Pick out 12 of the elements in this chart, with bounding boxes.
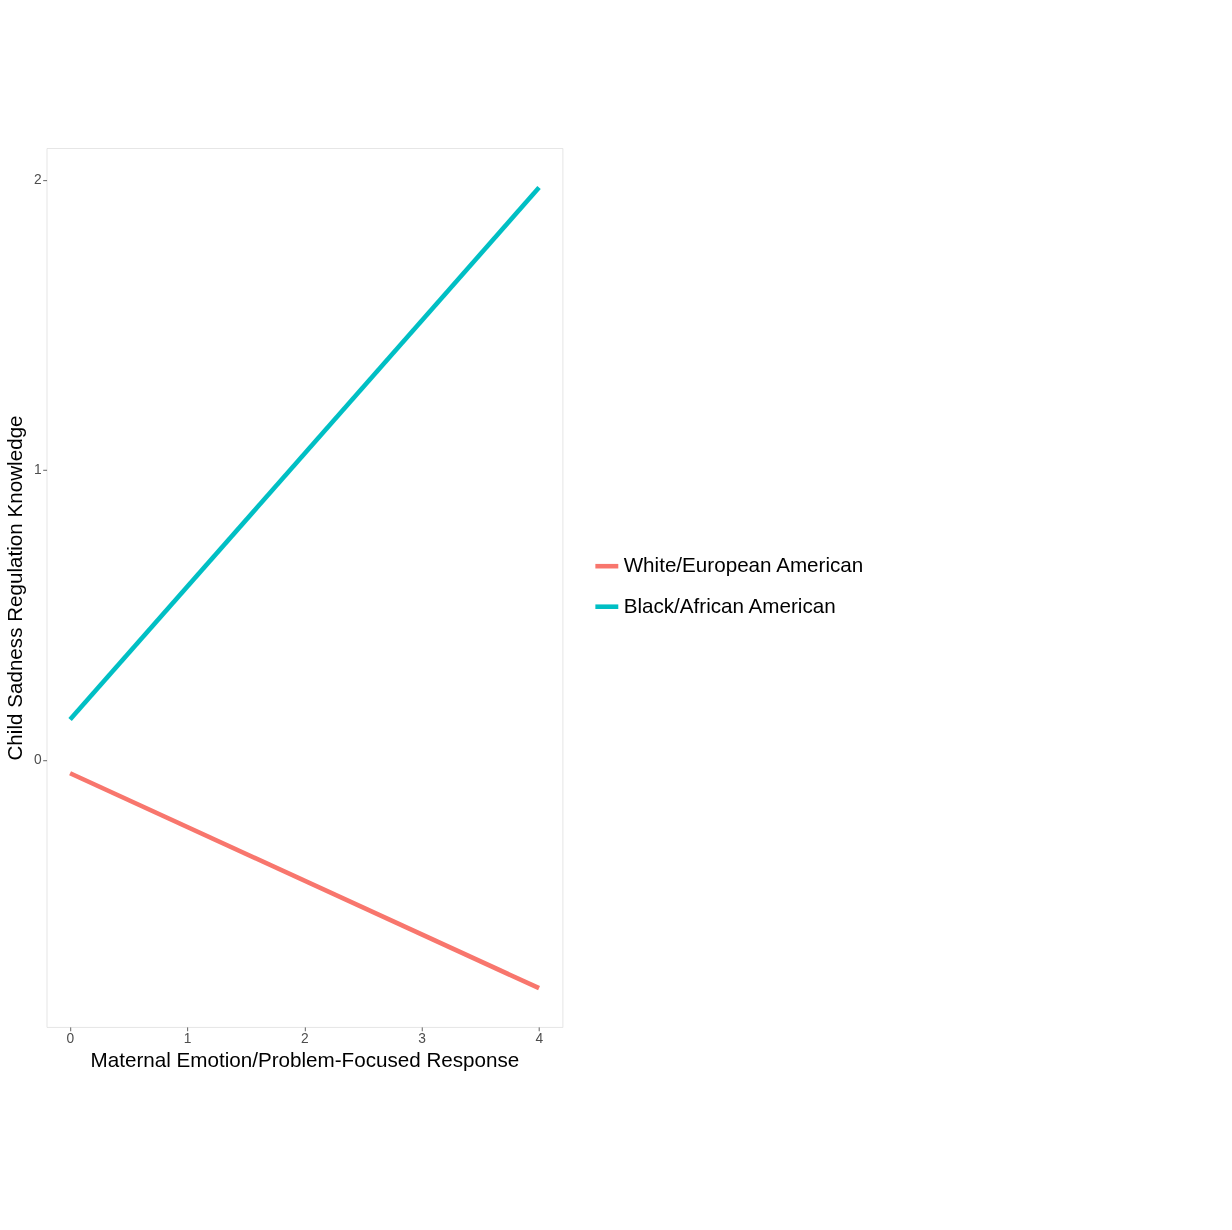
- x-axis-title: Maternal Emotion/Problem-Focused Response: [90, 1048, 520, 1072]
- x-tick-label: 2: [301, 1031, 309, 1047]
- y-tick-label: 1: [34, 462, 42, 478]
- x-tick-label: 0: [66, 1031, 75, 1047]
- x-tick-label: 4: [535, 1031, 544, 1047]
- y-tick-label: 0: [34, 752, 42, 768]
- legend-label: White/European American: [623, 553, 864, 577]
- y-axis-title: Child Sadness Regulation Knowledge: [2, 415, 26, 761]
- x-tick-label: 3: [418, 1031, 427, 1047]
- y-tick-label: 2: [34, 172, 42, 188]
- legend-label: Black/African American: [623, 593, 836, 617]
- x-tick-label: 1: [183, 1031, 192, 1047]
